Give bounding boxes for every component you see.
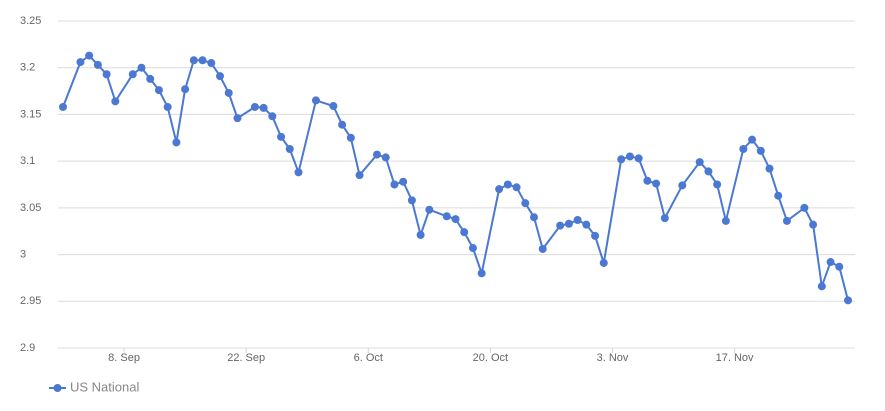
data-point	[102, 70, 111, 79]
data-point	[678, 181, 687, 190]
data-point	[442, 212, 451, 221]
data-point	[564, 219, 573, 228]
data-point	[512, 183, 521, 192]
data-point	[591, 231, 600, 240]
data-point	[573, 216, 582, 225]
data-point	[704, 167, 713, 176]
data-point	[495, 185, 504, 194]
data-point	[111, 97, 120, 106]
data-point	[634, 154, 643, 163]
data-point	[399, 177, 408, 186]
data-point	[329, 102, 338, 111]
data-point	[538, 244, 547, 253]
data-point	[259, 103, 268, 112]
data-point	[782, 216, 791, 225]
x-tick-label: 17. Nov	[716, 352, 754, 364]
x-tick-label: 8. Sep	[108, 352, 140, 364]
y-tick-label: 3.2	[20, 62, 35, 74]
data-point	[163, 102, 172, 111]
y-tick-label: 3.1	[20, 155, 35, 167]
x-tick-label: 6. Oct	[354, 352, 383, 364]
data-point	[416, 230, 425, 239]
data-point	[233, 114, 242, 123]
data-point	[503, 180, 512, 189]
data-point	[59, 102, 67, 111]
x-tick-label: 22. Sep	[227, 352, 265, 364]
y-tick-label: 3	[20, 248, 26, 260]
data-point	[582, 220, 591, 229]
y-tick-label: 3.15	[20, 108, 41, 120]
y-tick-label: 2.9	[20, 342, 35, 354]
data-point	[530, 213, 538, 222]
data-point	[346, 133, 355, 142]
data-point	[172, 138, 181, 147]
data-point	[765, 164, 774, 173]
data-point	[713, 180, 722, 189]
x-tick-label: 20. Oct	[473, 352, 508, 364]
data-point	[460, 228, 469, 237]
data-point	[76, 58, 85, 67]
data-point	[695, 158, 704, 167]
data-point	[556, 221, 565, 230]
data-point	[294, 168, 303, 177]
data-point	[599, 258, 608, 267]
data-point	[189, 56, 198, 65]
data-point	[477, 269, 486, 278]
data-point	[355, 171, 364, 180]
x-tick-label: 3. Nov	[597, 352, 629, 364]
data-point	[800, 203, 809, 212]
data-point	[817, 282, 826, 291]
data-point	[390, 180, 399, 189]
data-point	[154, 86, 163, 95]
data-point	[748, 135, 757, 144]
legend-label: US National	[70, 379, 139, 394]
data-point	[224, 88, 233, 97]
data-point	[451, 215, 460, 224]
y-tick-label: 3.25	[20, 15, 41, 27]
data-point	[774, 191, 783, 200]
data-point	[128, 70, 137, 79]
data-point	[835, 262, 844, 271]
data-point	[311, 96, 320, 105]
data-point	[739, 144, 748, 153]
y-tick-label: 3.05	[20, 202, 41, 214]
y-tick-label: 2.95	[20, 295, 41, 307]
data-point	[268, 112, 277, 121]
data-point	[660, 214, 669, 223]
data-point	[373, 150, 381, 159]
data-point	[216, 72, 224, 81]
data-point	[643, 176, 652, 185]
data-point	[250, 102, 259, 111]
data-point	[207, 59, 216, 68]
data-point	[809, 220, 818, 229]
data-point	[625, 152, 634, 161]
data-point	[721, 216, 730, 225]
data-point	[826, 258, 835, 267]
data-point	[181, 85, 190, 94]
data-point	[85, 51, 94, 60]
data-point	[198, 56, 207, 65]
data-point	[137, 63, 146, 72]
data-point	[407, 196, 416, 205]
data-point	[146, 74, 155, 83]
data-point	[277, 132, 286, 141]
data-point	[617, 155, 626, 164]
data-point	[521, 199, 530, 208]
data-point	[425, 205, 434, 214]
data-point	[652, 179, 661, 188]
data-point	[844, 296, 852, 305]
legend-marker	[53, 384, 62, 392]
data-point	[756, 146, 765, 155]
series-line	[62, 54, 849, 301]
data-point	[285, 144, 294, 153]
data-point	[381, 153, 390, 162]
data-point	[468, 244, 477, 253]
data-point	[338, 120, 347, 129]
data-point	[93, 60, 102, 69]
